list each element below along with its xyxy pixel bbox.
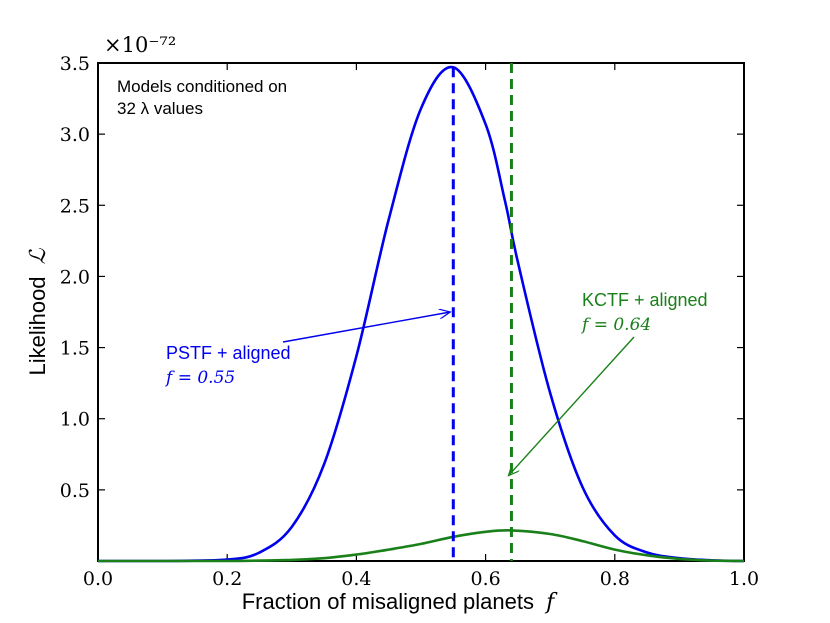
x-tick-labels: 0.0 0.2 0.4 0.6 0.8 1.0 xyxy=(83,568,759,590)
text-box-line1: Models conditioned on xyxy=(117,77,287,96)
x-tick-label: 0.6 xyxy=(470,568,500,590)
y-tick-label: 1.5 xyxy=(60,338,90,360)
x-axis-label-text: Fraction of misaligned planets xyxy=(242,589,534,614)
pstf-annotation-arrow xyxy=(282,312,450,343)
text-box-line2: 32 λ values xyxy=(117,99,203,118)
x-tick-label: 1.0 xyxy=(729,568,759,590)
x-tick-label: 0.0 xyxy=(83,568,113,590)
x-axis-label-var: f xyxy=(544,590,558,615)
y-tick-labels: 0.5 1.0 1.5 2.0 2.5 3.0 3.5 xyxy=(60,53,90,502)
plot-frame xyxy=(97,62,745,562)
x-axis-label: Fraction of misaligned planets f xyxy=(242,589,558,615)
kctf-annotation-label: KCTF + aligned xyxy=(582,290,708,310)
y-tick-label: 3.5 xyxy=(60,53,90,75)
tick-marks xyxy=(97,62,745,561)
x-tick-label: 0.2 xyxy=(212,568,242,590)
y-tick-label: 2.5 xyxy=(60,195,90,217)
y-tick-label: 0.5 xyxy=(60,480,90,502)
kctf-annotation-value: f = 0.64 xyxy=(580,315,651,335)
y-tick-label: 1.0 xyxy=(60,409,90,431)
y-axis-label-var: ℒ xyxy=(26,247,51,264)
y-axis-label-text: Likelihood xyxy=(25,276,50,375)
y-tick-label: 3.0 xyxy=(60,124,90,146)
series-kctf-curve xyxy=(98,529,745,563)
y-axis-label: Likelihood ℒ xyxy=(25,247,51,375)
series-pstf-curve xyxy=(98,65,745,563)
y-multiplier: ×10⁻⁷² xyxy=(104,33,176,57)
pstf-annotation-value: f = 0.55 xyxy=(164,368,235,388)
x-tick-label: 0.8 xyxy=(600,568,630,590)
kctf-annotation-arrow xyxy=(508,336,635,476)
y-tick-label: 2.0 xyxy=(60,266,90,288)
pstf-annotation-label: PSTF + aligned xyxy=(166,343,291,363)
x-tick-label: 0.4 xyxy=(341,568,371,590)
